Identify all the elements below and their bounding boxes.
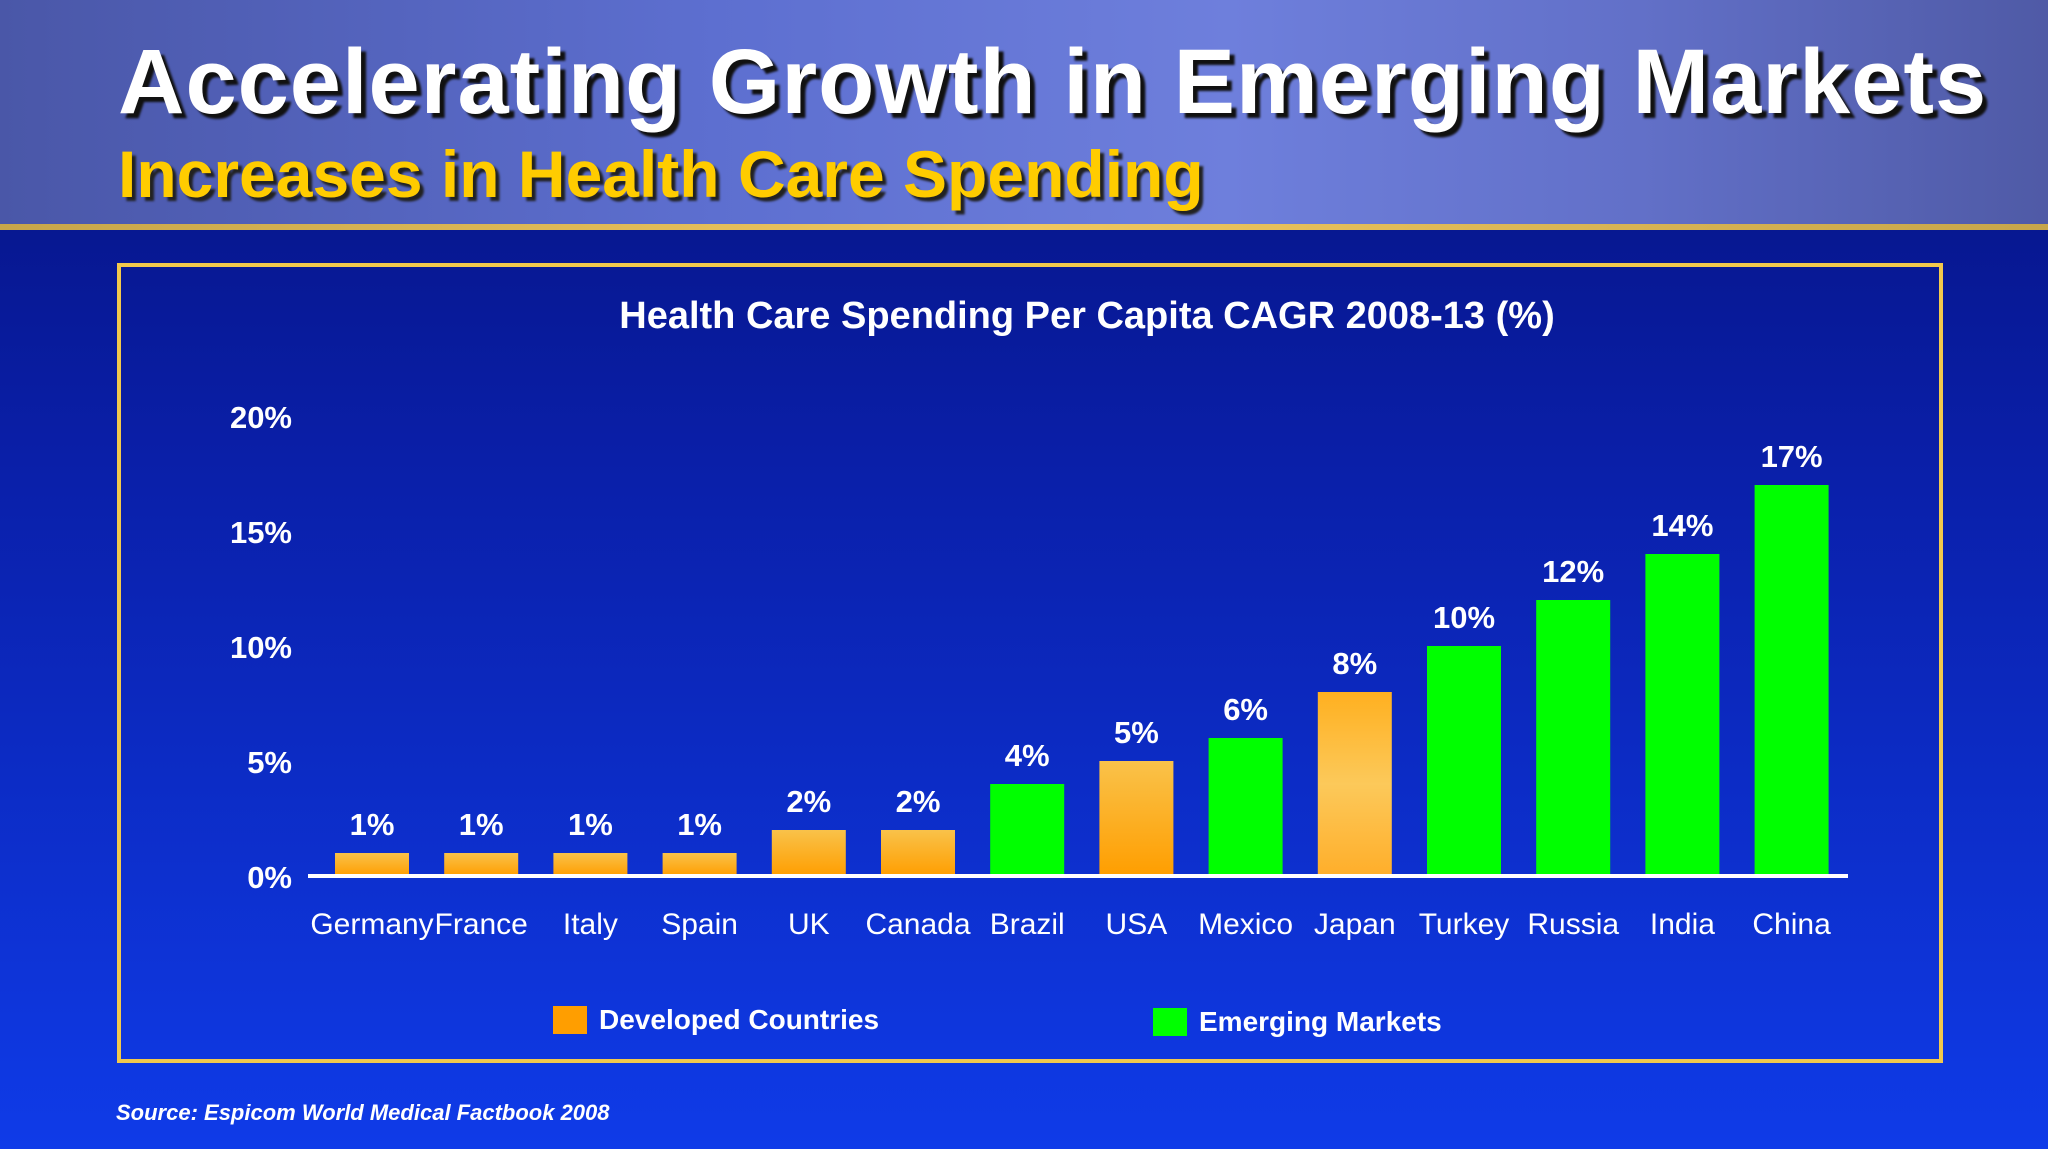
legend-label-developed: Developed Countries: [599, 1004, 880, 1035]
value-label-canada: 2%: [896, 784, 941, 819]
value-label-japan: 8%: [1332, 646, 1377, 681]
legend-swatch-developed: [553, 1006, 587, 1034]
x-tick-label-india: India: [1650, 908, 1715, 941]
bar-china: [1754, 485, 1829, 876]
legend-swatch-emerging: [1153, 1008, 1187, 1036]
header-band: [0, 0, 2048, 226]
bar-mexico: [1208, 738, 1283, 876]
y-tick-label: 20%: [230, 400, 292, 435]
legend-label-emerging: Emerging Markets: [1199, 1006, 1442, 1037]
bar-turkey: [1427, 646, 1501, 876]
legend-developed: Developed Countries: [553, 1004, 879, 1036]
bar-india: [1645, 554, 1720, 876]
x-tick-label-uk: UK: [788, 908, 830, 941]
x-tick-label-turkey: Turkey: [1419, 908, 1510, 941]
chart-frame: [117, 263, 1943, 1063]
value-label-germany: 1%: [350, 807, 395, 842]
y-tick-label: 5%: [247, 745, 292, 780]
x-tick-label-germany: Germany: [310, 908, 433, 941]
x-tick-label-mexico: Mexico: [1198, 908, 1293, 941]
slide-title: Accelerating Growth in Emerging Markets: [118, 31, 1988, 133]
y-tick-label: 15%: [230, 515, 292, 550]
value-label-russia: 12%: [1542, 554, 1604, 589]
value-label-france: 1%: [459, 807, 504, 842]
bar-germany: [335, 853, 409, 876]
bar-italy: [553, 853, 628, 876]
y-tick-label: 0%: [247, 860, 292, 895]
y-axis: 0% 5% 10% 15% 20%: [230, 400, 292, 895]
x-tick-label-japan: Japan: [1314, 908, 1396, 941]
bar-russia: [1536, 600, 1611, 876]
bar-canada: [881, 830, 955, 876]
bar-spain: [662, 853, 737, 876]
header-divider: [0, 224, 2048, 230]
bar-france: [444, 853, 519, 876]
value-label-brazil: 4%: [1005, 738, 1050, 773]
value-label-mexico: 6%: [1223, 692, 1268, 727]
value-label-china: 17%: [1761, 439, 1823, 474]
x-tick-label-spain: Spain: [661, 908, 738, 941]
slide-subtitle: Increases in Health Care Spending: [118, 137, 1204, 211]
value-label-spain: 1%: [677, 807, 722, 842]
x-tick-label-brazil: Brazil: [990, 908, 1065, 941]
bar-usa: [1099, 761, 1174, 876]
legend-emerging: Emerging Markets: [1153, 1006, 1442, 1038]
value-label-uk: 2%: [786, 784, 831, 819]
x-tick-label-france: France: [435, 908, 528, 941]
value-label-usa: 5%: [1114, 715, 1159, 750]
value-labels: 1% 1% 1% 1% 2% 2% 4% 5% 6% 8% 10% 12% 14% 17%: [350, 439, 1823, 842]
bar-uk: [771, 830, 846, 876]
x-tick-label-canada: Canada: [865, 908, 970, 941]
source-note: Source: Espicom World Medical Factbook 2…: [116, 1100, 610, 1125]
value-label-india: 14%: [1651, 508, 1713, 543]
x-tick-label-china: China: [1752, 908, 1831, 941]
value-label-italy: 1%: [568, 807, 613, 842]
x-tick-label-italy: Italy: [563, 908, 618, 941]
chart-title: Health Care Spending Per Capita CAGR 200…: [619, 295, 1554, 337]
x-tick-label-russia: Russia: [1527, 908, 1619, 941]
bar-japan: [1317, 692, 1392, 876]
value-label-turkey: 10%: [1433, 600, 1495, 635]
x-axis: Germany France Italy Spain UK Canada Brazil USA…: [308, 874, 1848, 941]
y-tick-label: 10%: [230, 630, 292, 665]
x-tick-label-usa: USA: [1106, 908, 1168, 941]
bar-brazil: [990, 784, 1065, 876]
bar-series: [335, 485, 1829, 876]
